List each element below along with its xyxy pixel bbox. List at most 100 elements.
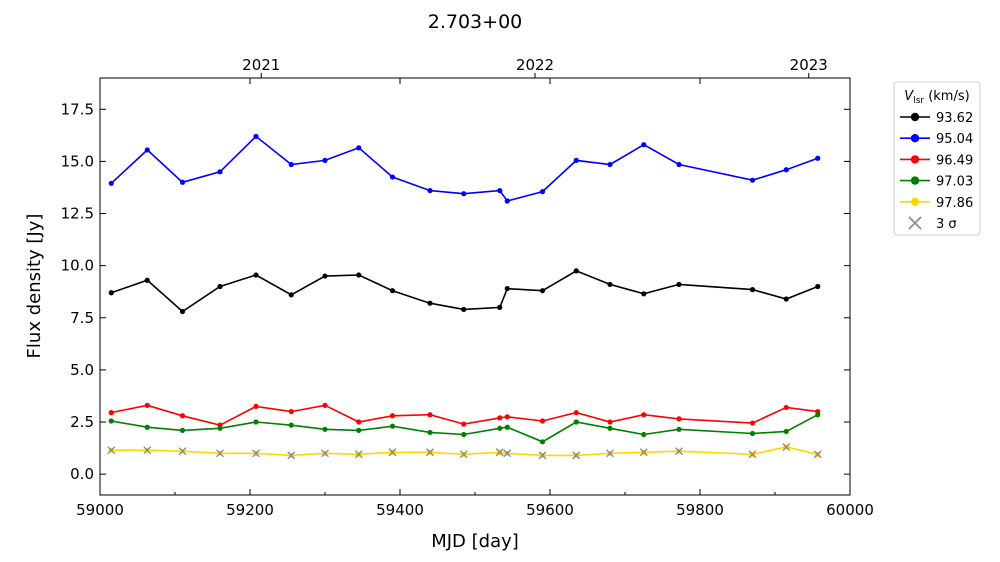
data-point [389,174,396,180]
legend-marker [910,112,920,122]
data-point [217,169,223,175]
data-point [607,161,613,168]
data-point [288,161,294,168]
data-point [676,426,682,432]
sigma-marker [813,450,822,459]
data-point [108,418,114,424]
data-point [461,431,467,438]
data-point [217,425,223,431]
data-point [607,425,613,431]
data-point [322,273,328,279]
legend-sigma-label: 3 σ [936,217,957,232]
data-point [288,292,294,298]
data-point [179,179,186,185]
sigma-marker-stroke [782,443,791,452]
data-point [539,189,546,195]
sigma-marker-stroke [354,450,363,459]
data-point [504,198,510,204]
data-point [144,277,150,283]
chart-title: 2.703+00 [428,11,523,33]
y-tick-label: 5.0 [70,361,94,379]
data-point [497,415,503,421]
data-point [356,419,362,425]
top-axis-label: 2023 [790,56,828,74]
sigma-marker-stroke [572,451,581,460]
data-point [504,424,510,430]
legend: Vlsr (km/s) 93.62 95.04 96.49 97.03 97.86 3 σ [893,81,981,236]
legend-marker [910,176,920,185]
sigma-marker-stroke [321,449,329,458]
sigma-marker [495,448,504,457]
data-point [783,167,789,173]
sigma-marker-stroke [606,449,614,458]
series-line [111,413,819,443]
y-tick-label: 15.0 [61,152,94,170]
sigma-marker [538,451,547,460]
top-axis-label: 2021 [242,56,280,74]
data-point [427,187,433,194]
data-point [253,133,259,139]
sigma-marker [782,443,791,452]
data-point [389,413,396,419]
legend-title: Vlsr (km/s) [904,89,969,106]
legend-label: 97.86 [936,196,973,211]
data-point [749,420,756,426]
data-point [356,427,362,433]
data-point [322,402,328,408]
series-96.49 [108,402,821,428]
data-point [497,425,503,431]
data-point [573,419,579,425]
x-tick-label: 59200 [226,501,274,519]
sigma-marker [178,447,187,456]
legend-label: 93.62 [936,111,973,126]
data-point [573,268,579,274]
data-point [179,308,186,315]
sigma-marker [675,447,683,456]
x-tick-label: 59800 [676,501,724,519]
data-point [322,157,328,163]
sigma-marker [388,448,397,457]
sigma-marker [572,451,581,460]
data-point [461,421,467,427]
data-point [356,145,362,151]
y-axis-label: Flux density [Jy] [24,214,45,359]
data-point [288,422,294,428]
sigma-marker-stroke [252,449,260,458]
data-point [389,288,396,294]
sigma-marker [107,446,116,455]
data-point [641,412,647,418]
sigma-marker [252,449,260,458]
legend-label: 97.03 [936,175,973,190]
data-point [253,419,259,425]
data-point [253,403,259,409]
data-point [253,272,259,278]
data-point [144,424,150,430]
sigma-marker-stroke [287,451,296,460]
sigma-marker-stroke [503,449,512,458]
legend-label: 96.49 [936,153,973,168]
legend-entry-97.03: 97.03 [900,175,973,190]
data-point [539,288,546,294]
data-point [427,300,433,306]
legend-marker [910,155,920,164]
data-point [288,409,294,415]
legend-title-subscript: lsr [913,96,924,106]
sigma-marker-stroke [538,451,547,460]
x-tick-label: 59600 [526,501,574,519]
data-point [179,427,186,433]
legend-entry-sigma: 3 σ [908,216,957,232]
data-point [573,410,579,416]
top-axis-label: 2022 [516,56,554,74]
data-point [783,428,789,435]
sigma-marker-stroke [426,448,434,457]
data-point [641,142,647,148]
legend-title-symbol: V [904,89,914,104]
data-point [108,180,114,186]
data-point [749,287,756,293]
data-point [815,412,821,418]
data-point [389,423,396,429]
data-point [427,412,433,418]
data-point [607,419,613,425]
legend-entry-93.62: 93.62 [900,111,973,126]
